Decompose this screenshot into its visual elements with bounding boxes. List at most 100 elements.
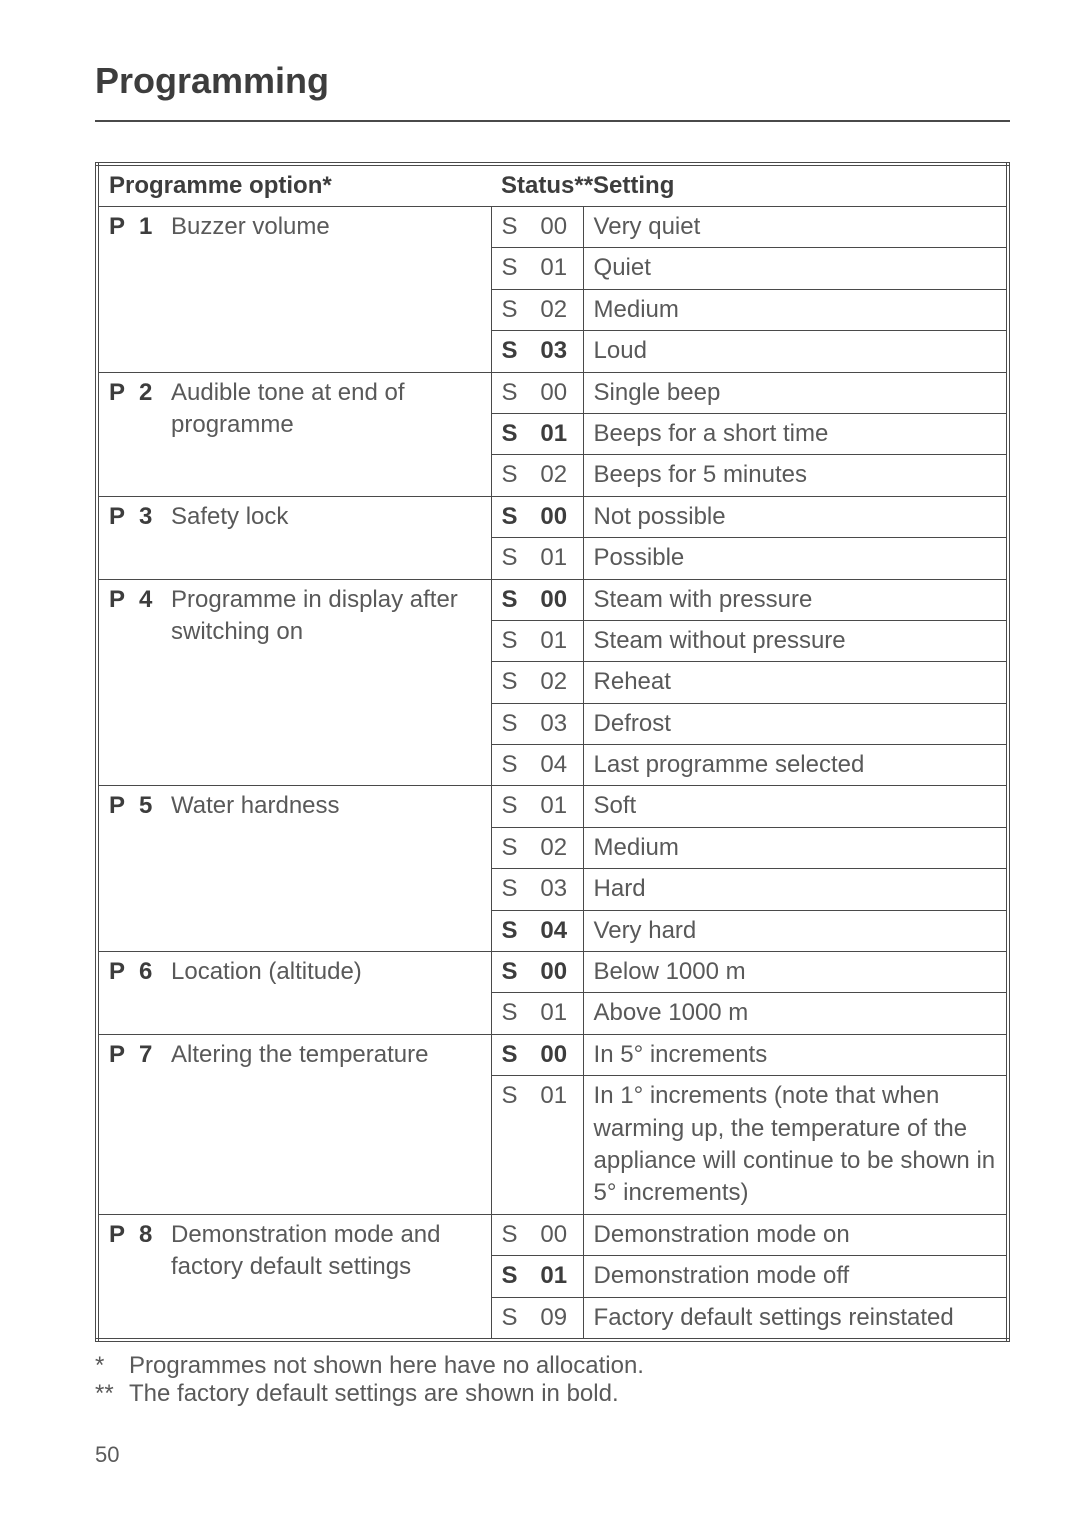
prog-number: 1	[129, 207, 161, 373]
status-letter: S	[491, 662, 523, 703]
status-code: 02	[523, 662, 583, 703]
prog-label: Water hardness	[161, 786, 491, 952]
status-letter: S	[491, 745, 523, 786]
setting-text: Beeps for a short time	[583, 413, 1008, 454]
status-code: 01	[523, 1256, 583, 1297]
setting-text: Very hard	[583, 910, 1008, 951]
status-letter: S	[491, 248, 523, 289]
status-code: 01	[523, 413, 583, 454]
status-letter: S	[491, 827, 523, 868]
prog-letter: P	[97, 579, 129, 786]
table-row: P4Programme in display after switching o…	[97, 579, 1008, 620]
footnote-2: ** The factory default settings are show…	[95, 1380, 1010, 1408]
setting-text: Loud	[583, 331, 1008, 372]
setting-text: Steam with pressure	[583, 579, 1008, 620]
prog-number: 4	[129, 579, 161, 786]
prog-label: Location (altitude)	[161, 952, 491, 1035]
status-letter: S	[491, 413, 523, 454]
status-code: 04	[523, 745, 583, 786]
setting-text: Last programme selected	[583, 745, 1008, 786]
status-code: 04	[523, 910, 583, 951]
status-letter: S	[491, 1256, 523, 1297]
setting-text: Factory default settings reinstated	[583, 1297, 1008, 1340]
setting-text: Possible	[583, 538, 1008, 579]
footnote-1-mark: *	[95, 1352, 129, 1380]
table-row: P8Demonstration mode and factory default…	[97, 1214, 1008, 1255]
prog-number: 3	[129, 496, 161, 579]
setting-text: Hard	[583, 869, 1008, 910]
footnote-1: * Programmes not shown here have no allo…	[95, 1352, 1010, 1380]
footnote-2-text: The factory default settings are shown i…	[129, 1380, 619, 1408]
status-code: 00	[523, 496, 583, 537]
status-letter: S	[491, 1297, 523, 1340]
setting-text: Quiet	[583, 248, 1008, 289]
prog-number: 5	[129, 786, 161, 952]
prog-number: 8	[129, 1214, 161, 1340]
footnote-2-mark: **	[95, 1380, 129, 1408]
prog-label: Altering the temperature	[161, 1034, 491, 1214]
status-letter: S	[491, 455, 523, 496]
status-letter: S	[491, 207, 523, 248]
status-code: 00	[523, 579, 583, 620]
prog-letter: P	[97, 952, 129, 1035]
status-code: 01	[523, 993, 583, 1034]
setting-text: Demonstration mode on	[583, 1214, 1008, 1255]
setting-text: Demonstration mode off	[583, 1256, 1008, 1297]
status-code: 01	[523, 786, 583, 827]
setting-text: Above 1000 m	[583, 993, 1008, 1034]
prog-label: Safety lock	[161, 496, 491, 579]
status-letter: S	[491, 579, 523, 620]
setting-text: In 5° increments	[583, 1034, 1008, 1075]
status-letter: S	[491, 331, 523, 372]
table-row: P2Audible tone at end of programmeS00Sin…	[97, 372, 1008, 413]
setting-text: Single beep	[583, 372, 1008, 413]
table-header-row: Programme option* Status** Setting	[97, 164, 1008, 207]
setting-text: Steam without pressure	[583, 620, 1008, 661]
status-letter: S	[491, 910, 523, 951]
status-letter: S	[491, 496, 523, 537]
prog-letter: P	[97, 786, 129, 952]
prog-letter: P	[97, 372, 129, 496]
status-code: 02	[523, 455, 583, 496]
status-code: 00	[523, 1034, 583, 1075]
status-letter: S	[491, 538, 523, 579]
table-row: P3Safety lockS00Not possible	[97, 496, 1008, 537]
prog-letter: P	[97, 1034, 129, 1214]
prog-letter: P	[97, 207, 129, 373]
footnote-1-text: Programmes not shown here have no alloca…	[129, 1352, 644, 1380]
setting-text: Defrost	[583, 703, 1008, 744]
status-code: 03	[523, 703, 583, 744]
prog-label: Buzzer volume	[161, 207, 491, 373]
prog-label: Audible tone at end of programme	[161, 372, 491, 496]
prog-letter: P	[97, 496, 129, 579]
page-number: 50	[95, 1442, 1010, 1468]
header-setting: Setting	[583, 164, 1008, 207]
status-code: 02	[523, 827, 583, 868]
status-letter: S	[491, 1034, 523, 1075]
page-title: Programming	[95, 60, 1010, 102]
status-letter: S	[491, 703, 523, 744]
table-row: P1Buzzer volumeS00Very quiet	[97, 207, 1008, 248]
prog-label: Programme in display after switching on	[161, 579, 491, 786]
status-code: 03	[523, 869, 583, 910]
setting-text: Below 1000 m	[583, 952, 1008, 993]
status-letter: S	[491, 993, 523, 1034]
status-letter: S	[491, 620, 523, 661]
status-code: 03	[523, 331, 583, 372]
setting-text: Medium	[583, 289, 1008, 330]
prog-number: 7	[129, 1034, 161, 1214]
header-status: Status**	[491, 164, 583, 207]
status-letter: S	[491, 952, 523, 993]
setting-text: Beeps for 5 minutes	[583, 455, 1008, 496]
header-option: Programme option*	[97, 164, 491, 207]
prog-letter: P	[97, 1214, 129, 1340]
setting-text: Medium	[583, 827, 1008, 868]
status-code: 09	[523, 1297, 583, 1340]
table-row: P5Water hardnessS01Soft	[97, 786, 1008, 827]
status-code: 00	[523, 372, 583, 413]
status-letter: S	[491, 372, 523, 413]
programming-table: Programme option* Status** Setting P1Buz…	[95, 162, 1010, 1342]
status-code: 01	[523, 620, 583, 661]
footnotes: * Programmes not shown here have no allo…	[95, 1352, 1010, 1408]
status-code: 00	[523, 952, 583, 993]
